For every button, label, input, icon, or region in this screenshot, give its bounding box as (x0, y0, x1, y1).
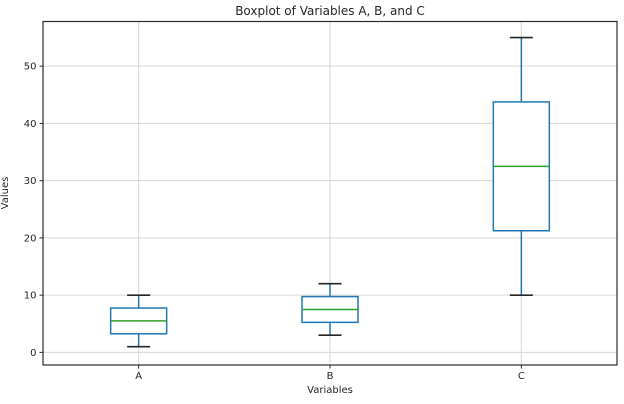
y-axis-label: Values (0, 176, 11, 210)
y-tick-label: 20 (24, 233, 37, 244)
x-tick-label: C (518, 371, 525, 382)
y-tick-label: 50 (24, 62, 37, 73)
y-tick-label: 10 (24, 291, 37, 302)
x-tick-label: A (135, 371, 142, 382)
chart-title: Boxplot of Variables A, B, and C (235, 4, 425, 18)
x-tick-label: B (327, 371, 334, 382)
y-tick-label: 0 (30, 348, 36, 359)
x-axis-label: Variables (307, 385, 353, 396)
y-tick-label: 40 (24, 119, 37, 130)
y-tick-label: 30 (24, 176, 37, 187)
